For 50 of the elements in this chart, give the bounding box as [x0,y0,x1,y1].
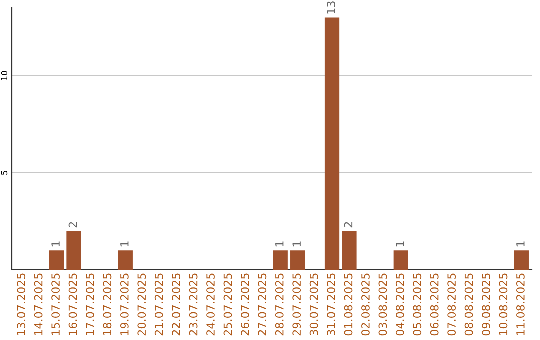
x-tick-label: 20.07.2025 [138,274,146,336]
data-label: 13 [327,2,336,14]
bar [273,250,288,270]
bar [342,231,357,270]
x-tick-label: 02.08.2025 [362,274,370,336]
x-tick-label: 29.07.2025 [292,274,302,336]
x-tick-label: 18.07.2025 [103,274,112,336]
x-tick-label: 10.08.2025 [499,274,508,336]
x-tick-label: 08.08.2025 [464,274,474,336]
x-tick-label: 31.07.2025 [327,274,336,336]
x-tick-label: 04.08.2025 [396,274,404,336]
x-tick-label: 17.07.2025 [86,274,94,336]
y-tick-label: 10 [1,71,8,80]
x-tick-label: 09.08.2025 [482,274,490,336]
x-tick-label: 03.08.2025 [378,274,388,336]
bar [290,250,306,270]
x-tick-label: 25.07.2025 [224,274,232,336]
data-label: 1 [516,242,525,247]
x-tick-label: 06.08.2025 [430,274,439,336]
bar [66,231,82,270]
x-tick-label: 23.07.2025 [189,274,198,336]
x-tick-label: 01.08.2025 [344,274,353,336]
x-tick-label: 19.07.2025 [120,274,129,336]
data-label: 1 [292,242,301,247]
bar [49,250,64,270]
x-tick-label: 24.07.2025 [206,274,215,336]
x-tick-label: 13.07.2025 [17,274,26,336]
x-tick-label: 21.07.2025 [154,274,164,336]
bar [118,250,133,270]
x-tick-label: 16.07.2025 [68,274,78,336]
data-label: 1 [52,242,60,247]
x-tick-label: 27.07.2025 [258,274,267,336]
x-tick-label: 11.08.2025 [516,274,525,336]
x-tick-label: 26.07.2025 [240,274,250,336]
x-tick-label: 22.07.2025 [172,274,181,336]
bar [394,250,408,270]
x-tick-label: 28.07.2025 [275,274,284,336]
x-tick-label: 05.08.2025 [413,274,422,336]
x-tick-label: 15.07.2025 [52,274,60,336]
data-label: 2 [68,222,78,228]
bar [514,250,529,270]
data-label: 1 [276,242,284,247]
bar [324,18,340,270]
data-label: 1 [396,242,404,247]
x-tick-label: 07.08.2025 [448,274,456,336]
y-tick-label: 5 [1,171,8,175]
data-label: 2 [344,222,353,228]
x-tick-label: 14.07.2025 [34,274,43,336]
data-label: 1 [120,242,129,247]
x-tick-label: 30.07.2025 [310,274,318,336]
